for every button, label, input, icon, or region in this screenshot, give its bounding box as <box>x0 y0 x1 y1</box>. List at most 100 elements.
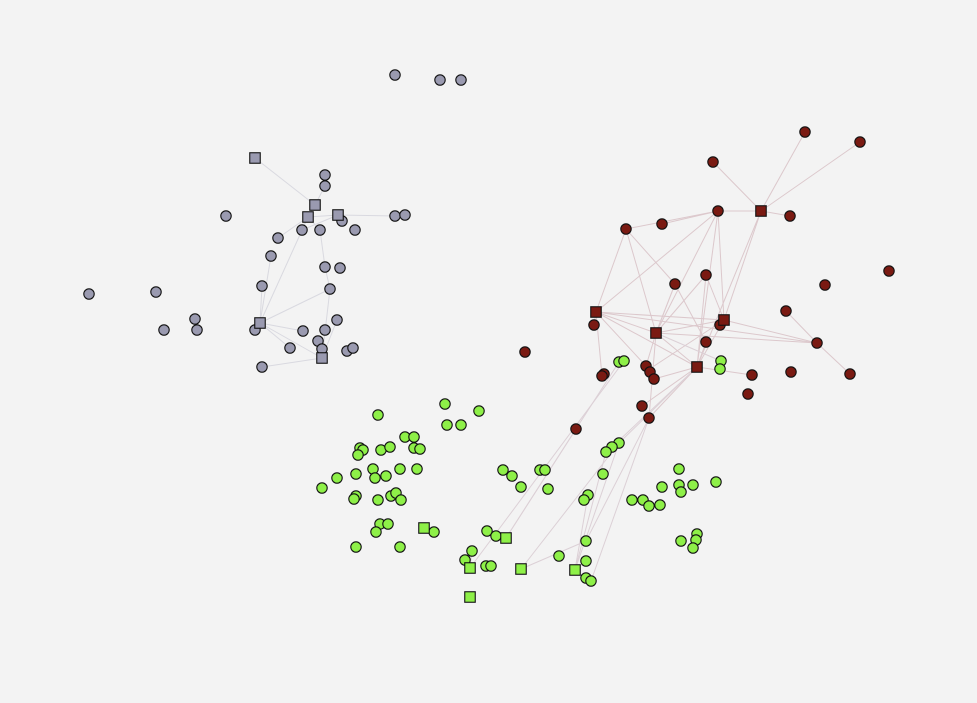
gray-cluster-node <box>434 74 446 86</box>
red-cluster-edge <box>625 228 676 285</box>
red-cluster-edge <box>625 228 657 334</box>
green-cluster-node <box>542 483 554 495</box>
red-cluster-edge <box>647 319 725 371</box>
gray-cluster-node <box>319 169 331 181</box>
green-cluster-hub-node <box>515 563 527 575</box>
green-cluster-node <box>687 479 699 491</box>
gray-cluster-node <box>389 210 401 222</box>
red-cluster-node <box>648 373 660 385</box>
red-cluster-edge <box>653 366 698 380</box>
gray-cluster-node <box>319 180 331 192</box>
red-cluster-node <box>700 336 712 348</box>
gray-cluster-node <box>256 361 268 373</box>
gray-cluster-node <box>324 283 336 295</box>
red-cluster-node <box>854 136 866 148</box>
green-cluster-edge <box>618 366 698 444</box>
green-cluster-node <box>497 464 509 476</box>
green-cluster-edge <box>585 417 650 542</box>
red-cluster-edge <box>625 210 719 230</box>
red-cluster-node <box>643 412 655 424</box>
red-cluster-edge <box>655 319 725 334</box>
red-cluster-hub-node <box>718 314 730 326</box>
red-cluster-edge <box>816 342 851 375</box>
green-cluster-node <box>414 443 426 455</box>
red-cluster-edge <box>723 210 762 321</box>
gray-cluster-edge <box>259 322 323 359</box>
red-cluster-node <box>742 388 754 400</box>
green-cluster-node <box>372 409 384 421</box>
green-cluster-node <box>316 482 328 494</box>
green-cluster-hub-node <box>418 522 430 534</box>
red-cluster-node <box>707 156 719 168</box>
green-cluster-node <box>710 476 722 488</box>
green-cluster-node <box>439 398 451 410</box>
gray-cluster-node <box>331 314 343 326</box>
green-cluster-node <box>597 468 609 480</box>
green-cluster-node <box>348 493 360 505</box>
red-cluster-edge <box>595 311 818 344</box>
green-cluster-node <box>580 535 592 547</box>
red-cluster-edge <box>705 274 725 321</box>
green-cluster-node <box>441 419 453 431</box>
gray-cluster-hub-node <box>316 352 328 364</box>
green-cluster-node <box>382 518 394 530</box>
red-cluster-edge <box>760 131 806 212</box>
gray-cluster-node <box>158 324 170 336</box>
green-cluster-node <box>370 526 382 538</box>
red-cluster-edge <box>595 311 698 368</box>
gray-cluster-edge <box>259 288 331 324</box>
red-cluster-node <box>620 223 632 235</box>
green-cluster-node <box>380 470 392 482</box>
green-cluster-node <box>411 463 423 475</box>
red-cluster-edge <box>595 311 725 321</box>
red-cluster-node <box>844 368 856 380</box>
green-cluster-node <box>428 526 440 538</box>
green-cluster-node <box>369 472 381 484</box>
gray-cluster-edge <box>259 322 304 332</box>
green-cluster-edge <box>655 332 722 362</box>
gray-cluster-node <box>349 224 361 236</box>
green-cluster-node <box>350 468 362 480</box>
gray-cluster-hub-node <box>302 211 314 223</box>
green-cluster-node <box>350 541 362 553</box>
red-cluster-edge <box>655 283 676 334</box>
red-cluster-node <box>746 369 758 381</box>
red-cluster-edge <box>717 210 725 321</box>
red-cluster-node <box>656 218 668 230</box>
green-cluster-node <box>675 535 687 547</box>
green-cluster-node <box>331 472 343 484</box>
green-cluster-edge <box>574 494 589 571</box>
green-cluster-node <box>618 355 630 367</box>
green-cluster-hub-node <box>464 591 476 603</box>
red-cluster-node <box>519 346 531 358</box>
red-cluster-edge <box>655 332 818 344</box>
green-cluster-edge <box>590 417 650 582</box>
gray-cluster-edge <box>261 357 323 368</box>
red-cluster-node <box>596 370 608 382</box>
red-cluster-node <box>588 319 600 331</box>
green-cluster-node <box>578 494 590 506</box>
gray-cluster-edge <box>301 214 339 231</box>
gray-cluster-node <box>319 261 331 273</box>
red-cluster-node <box>784 210 796 222</box>
green-cluster-node <box>506 470 518 482</box>
red-cluster-node <box>799 126 811 138</box>
gray-cluster-hub-node <box>332 209 344 221</box>
gray-cluster-node <box>256 280 268 292</box>
gray-cluster-node <box>296 224 308 236</box>
red-cluster-node <box>570 423 582 435</box>
green-cluster-node <box>539 464 551 476</box>
green-cluster-node <box>384 441 396 453</box>
green-cluster-hub-node <box>464 562 476 574</box>
nodes-layer <box>83 69 895 603</box>
green-cluster-node <box>675 486 687 498</box>
green-cluster-node <box>656 481 668 493</box>
gray-cluster-node <box>220 210 232 222</box>
gray-cluster-node <box>265 250 277 262</box>
red-cluster-edge <box>595 228 627 313</box>
green-cluster-node <box>485 560 497 572</box>
gray-cluster-edge <box>319 229 326 268</box>
green-cluster-hub-node <box>500 532 512 544</box>
green-cluster-edge <box>574 442 620 571</box>
